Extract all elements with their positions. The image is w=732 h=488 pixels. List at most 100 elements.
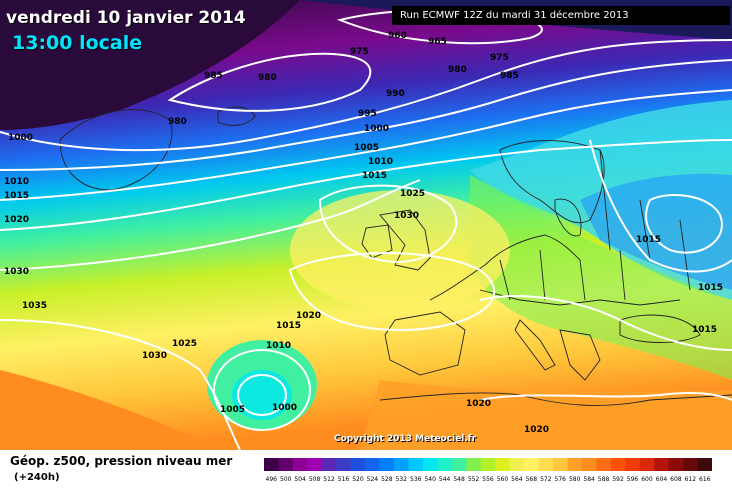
scale-value: 604: [656, 476, 668, 483]
scale-swatch: [610, 458, 626, 471]
isobar-label: 1000: [364, 124, 389, 134]
scale-swatch: [350, 458, 366, 471]
isobar-label: 965: [428, 37, 447, 47]
scale-value: 520: [352, 476, 364, 483]
isobars: [0, 9, 732, 450]
scale-value: 580: [569, 476, 581, 483]
color-scale-legend: 496 500 504 508 512 516 520 524 528 532 536 540 544 5…: [264, 458, 712, 483]
weather-map: 960 965 975 980 985 980 980 975 985 990 …: [0, 0, 732, 450]
scale-value: 584: [583, 476, 595, 483]
scale-swatch: [466, 458, 482, 471]
isobar-label: 960: [388, 31, 407, 41]
scale-value: 616: [699, 476, 711, 483]
isobar-label: 1015: [276, 321, 301, 331]
scale-swatch: [654, 458, 669, 471]
isobar-label: 1025: [172, 339, 197, 349]
isobar-label: 985: [500, 71, 519, 81]
scale-value: 576: [555, 476, 567, 483]
isobar-label: 1025: [400, 189, 425, 199]
scale-swatch: [379, 458, 395, 471]
scale-value: 600: [641, 476, 653, 483]
map-title: Géop. z500, pression niveau mer: [10, 454, 233, 468]
isobar-label: 1030: [4, 267, 29, 277]
scale-value: 568: [526, 476, 538, 483]
scale-swatch: [524, 458, 539, 471]
isobar-label: 1035: [22, 301, 47, 311]
scale-swatch: [538, 458, 554, 471]
isobar-label: 975: [490, 53, 509, 63]
isobar-label: 1030: [394, 211, 419, 221]
scale-swatch: [596, 458, 612, 471]
isobar-label: 1000: [272, 403, 297, 413]
scale-swatch: [581, 458, 597, 471]
scale-value: 536: [410, 476, 422, 483]
scale-swatch: [336, 458, 352, 471]
scale-swatch: [480, 458, 496, 471]
isobar-label: 1030: [142, 351, 167, 361]
forecast-date: vendredi 10 janvier 2014: [6, 8, 246, 28]
coastlines: [59, 106, 732, 406]
scale-value: 552: [468, 476, 480, 483]
scale-swatch: [264, 458, 279, 471]
isobar-label: 1005: [220, 405, 245, 415]
scale-swatch: [394, 458, 409, 471]
scale-value: 524: [367, 476, 379, 483]
scale-swatch: [509, 458, 525, 471]
isobar-label: 980: [258, 73, 277, 83]
isobar-label: 990: [386, 89, 405, 99]
isobar-label: 1000: [8, 133, 33, 143]
forecast-range: (+240h): [14, 472, 60, 483]
scale-swatch: [437, 458, 453, 471]
isobar-label-group: 960 965 975 980 985 980 980 975 985 990 …: [4, 31, 723, 435]
scale-swatch: [567, 458, 583, 471]
scale-value: 556: [482, 476, 494, 483]
scale-value: 588: [598, 476, 610, 483]
isobar-label: 1010: [4, 177, 29, 187]
scale-swatch: [278, 458, 294, 471]
scale-swatch: [639, 458, 655, 471]
isobar-label: 1020: [466, 399, 491, 409]
isobar-label: 985: [204, 71, 223, 81]
isobar-label: 1020: [296, 311, 321, 321]
isobar-label: 995: [358, 109, 377, 119]
scale-swatch: [422, 458, 438, 471]
isobar-label: 1005: [354, 143, 379, 153]
isobar-label: 1020: [4, 215, 29, 225]
scale-value: 508: [309, 476, 321, 483]
scale-value: 528: [381, 476, 393, 483]
scale-value: 504: [294, 476, 306, 483]
scale-swatch: [683, 458, 698, 471]
scale-swatch: [408, 458, 424, 471]
isobar-label: 980: [168, 117, 187, 127]
scale-value: 564: [511, 476, 523, 483]
isobar-label: 975: [350, 47, 369, 57]
scale-value: 516: [338, 476, 350, 483]
scale-value: 560: [497, 476, 509, 483]
scale-value: 544: [439, 476, 451, 483]
scale-swatch: [625, 458, 641, 471]
isobar-label: 1015: [4, 191, 29, 201]
isobar-label: 1020: [524, 425, 549, 435]
isobar-label: 1015: [636, 235, 661, 245]
scale-value: 532: [396, 476, 408, 483]
scale-value: 608: [670, 476, 682, 483]
scale-swatch: [321, 458, 337, 471]
isobar-label: 1015: [692, 325, 717, 335]
isobar-label: 1015: [362, 171, 387, 181]
scale-swatch: [307, 458, 323, 471]
scale-value: 592: [612, 476, 624, 483]
scale-value: 572: [540, 476, 552, 483]
scale-swatch: [365, 458, 380, 471]
model-run-label: Run ECMWF 12Z du mardi 31 décembre 2013: [392, 6, 730, 25]
scale-value: 548: [453, 476, 465, 483]
copyright-text: Copyright 2013 Meteociel.fr: [334, 434, 477, 444]
forecast-time: 13:00 locale: [12, 32, 143, 54]
scale-value: 540: [424, 476, 436, 483]
scale-value: 512: [323, 476, 335, 483]
scale-value: 500: [280, 476, 292, 483]
isobar-label: 1010: [266, 341, 291, 351]
scale-swatch: [292, 458, 308, 471]
isobar-label: 980: [448, 65, 467, 75]
scale-swatch: [668, 458, 684, 471]
scale-swatch: [451, 458, 467, 471]
